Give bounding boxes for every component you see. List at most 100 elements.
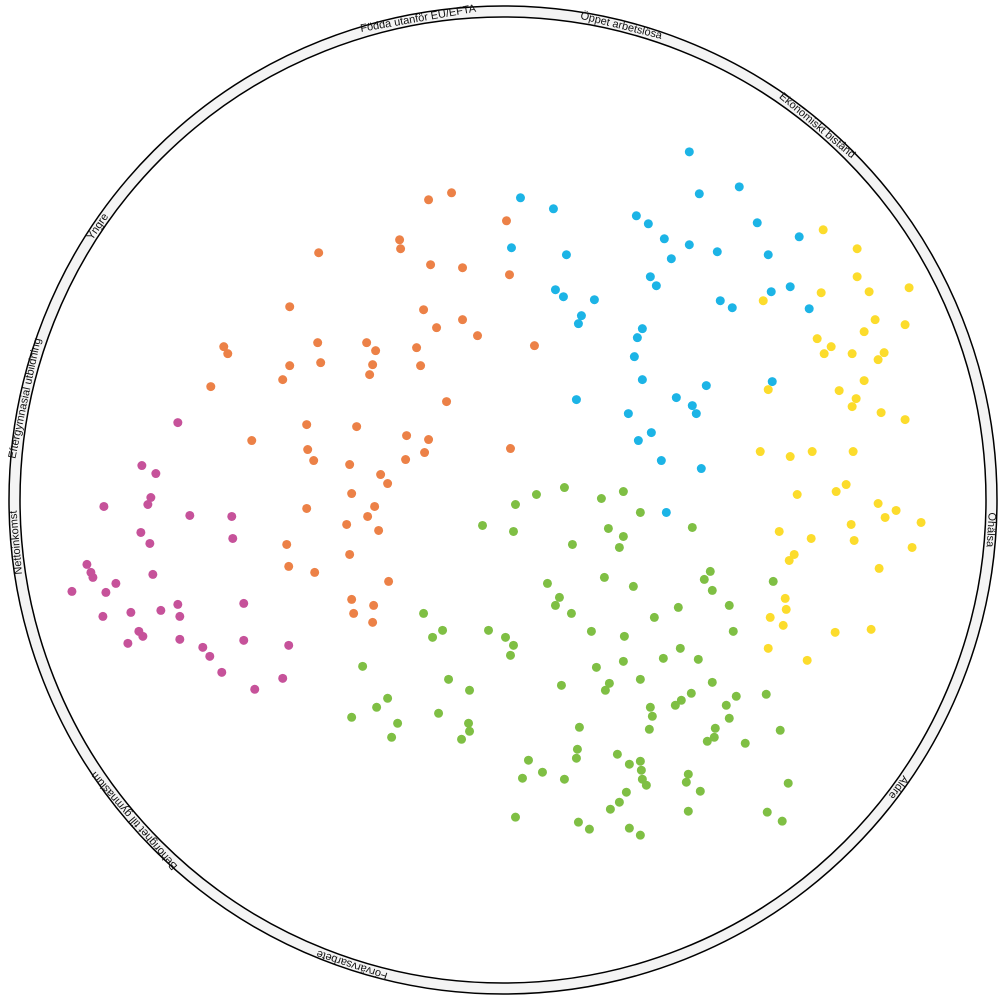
point [550, 285, 560, 295]
point [506, 243, 516, 253]
point [198, 642, 208, 652]
inner-ring [19, 16, 987, 984]
point [349, 608, 359, 618]
point [554, 592, 564, 602]
point [352, 422, 362, 432]
point [591, 662, 601, 672]
point [228, 533, 238, 543]
point [465, 685, 475, 695]
point [396, 244, 406, 254]
point [371, 346, 381, 356]
point [278, 375, 288, 385]
point [223, 349, 233, 359]
point [777, 816, 787, 826]
point [834, 386, 844, 396]
point [691, 409, 701, 419]
point [636, 765, 646, 775]
point [347, 489, 357, 499]
point [589, 295, 599, 305]
point [619, 631, 629, 641]
point [424, 195, 434, 205]
point [205, 651, 215, 661]
point [826, 342, 836, 352]
point [206, 382, 216, 392]
point [816, 288, 826, 298]
point [531, 490, 541, 500]
point [310, 567, 320, 577]
point [434, 708, 444, 718]
point [612, 749, 622, 759]
point [643, 219, 653, 229]
point [724, 600, 734, 610]
point [846, 519, 856, 529]
point [573, 319, 583, 329]
point [599, 572, 609, 582]
point [631, 211, 641, 221]
point [633, 436, 643, 446]
point [227, 511, 237, 521]
point [695, 786, 705, 796]
point [559, 483, 569, 493]
point [794, 232, 804, 242]
point [559, 774, 569, 784]
point [438, 625, 448, 635]
point [784, 555, 794, 565]
point [637, 375, 647, 385]
point [500, 632, 510, 642]
point [101, 587, 111, 597]
point [848, 447, 858, 457]
point [345, 549, 355, 559]
point [830, 627, 840, 637]
point [755, 447, 765, 457]
point [768, 576, 778, 586]
point [649, 612, 659, 622]
point [789, 549, 799, 559]
point [571, 395, 581, 405]
point [556, 680, 566, 690]
point [537, 767, 547, 777]
point [866, 624, 876, 634]
point [775, 725, 785, 735]
point [604, 678, 614, 688]
point [864, 287, 874, 297]
point [368, 617, 378, 627]
point [504, 270, 514, 280]
point [635, 830, 645, 840]
point [484, 625, 494, 635]
point [859, 327, 869, 337]
point [624, 823, 634, 833]
point [705, 566, 715, 576]
point [852, 272, 862, 282]
point [148, 569, 158, 579]
point [681, 777, 691, 787]
point [629, 352, 639, 362]
point [614, 797, 624, 807]
point [416, 361, 426, 371]
point [138, 631, 148, 641]
point [136, 527, 146, 537]
point [900, 320, 910, 330]
point [656, 456, 666, 466]
point [401, 455, 411, 465]
point [126, 607, 136, 617]
point [727, 303, 737, 313]
point [645, 702, 655, 712]
point [659, 234, 669, 244]
point [763, 643, 773, 653]
point [916, 517, 926, 527]
point [151, 469, 161, 479]
point [376, 470, 386, 480]
point [635, 756, 645, 766]
point [278, 673, 288, 683]
point [282, 539, 292, 549]
point [728, 626, 738, 636]
point [628, 581, 638, 591]
point [510, 499, 520, 509]
point [393, 718, 403, 728]
point [618, 487, 628, 497]
point [635, 507, 645, 517]
point [740, 738, 750, 748]
point [763, 385, 773, 395]
